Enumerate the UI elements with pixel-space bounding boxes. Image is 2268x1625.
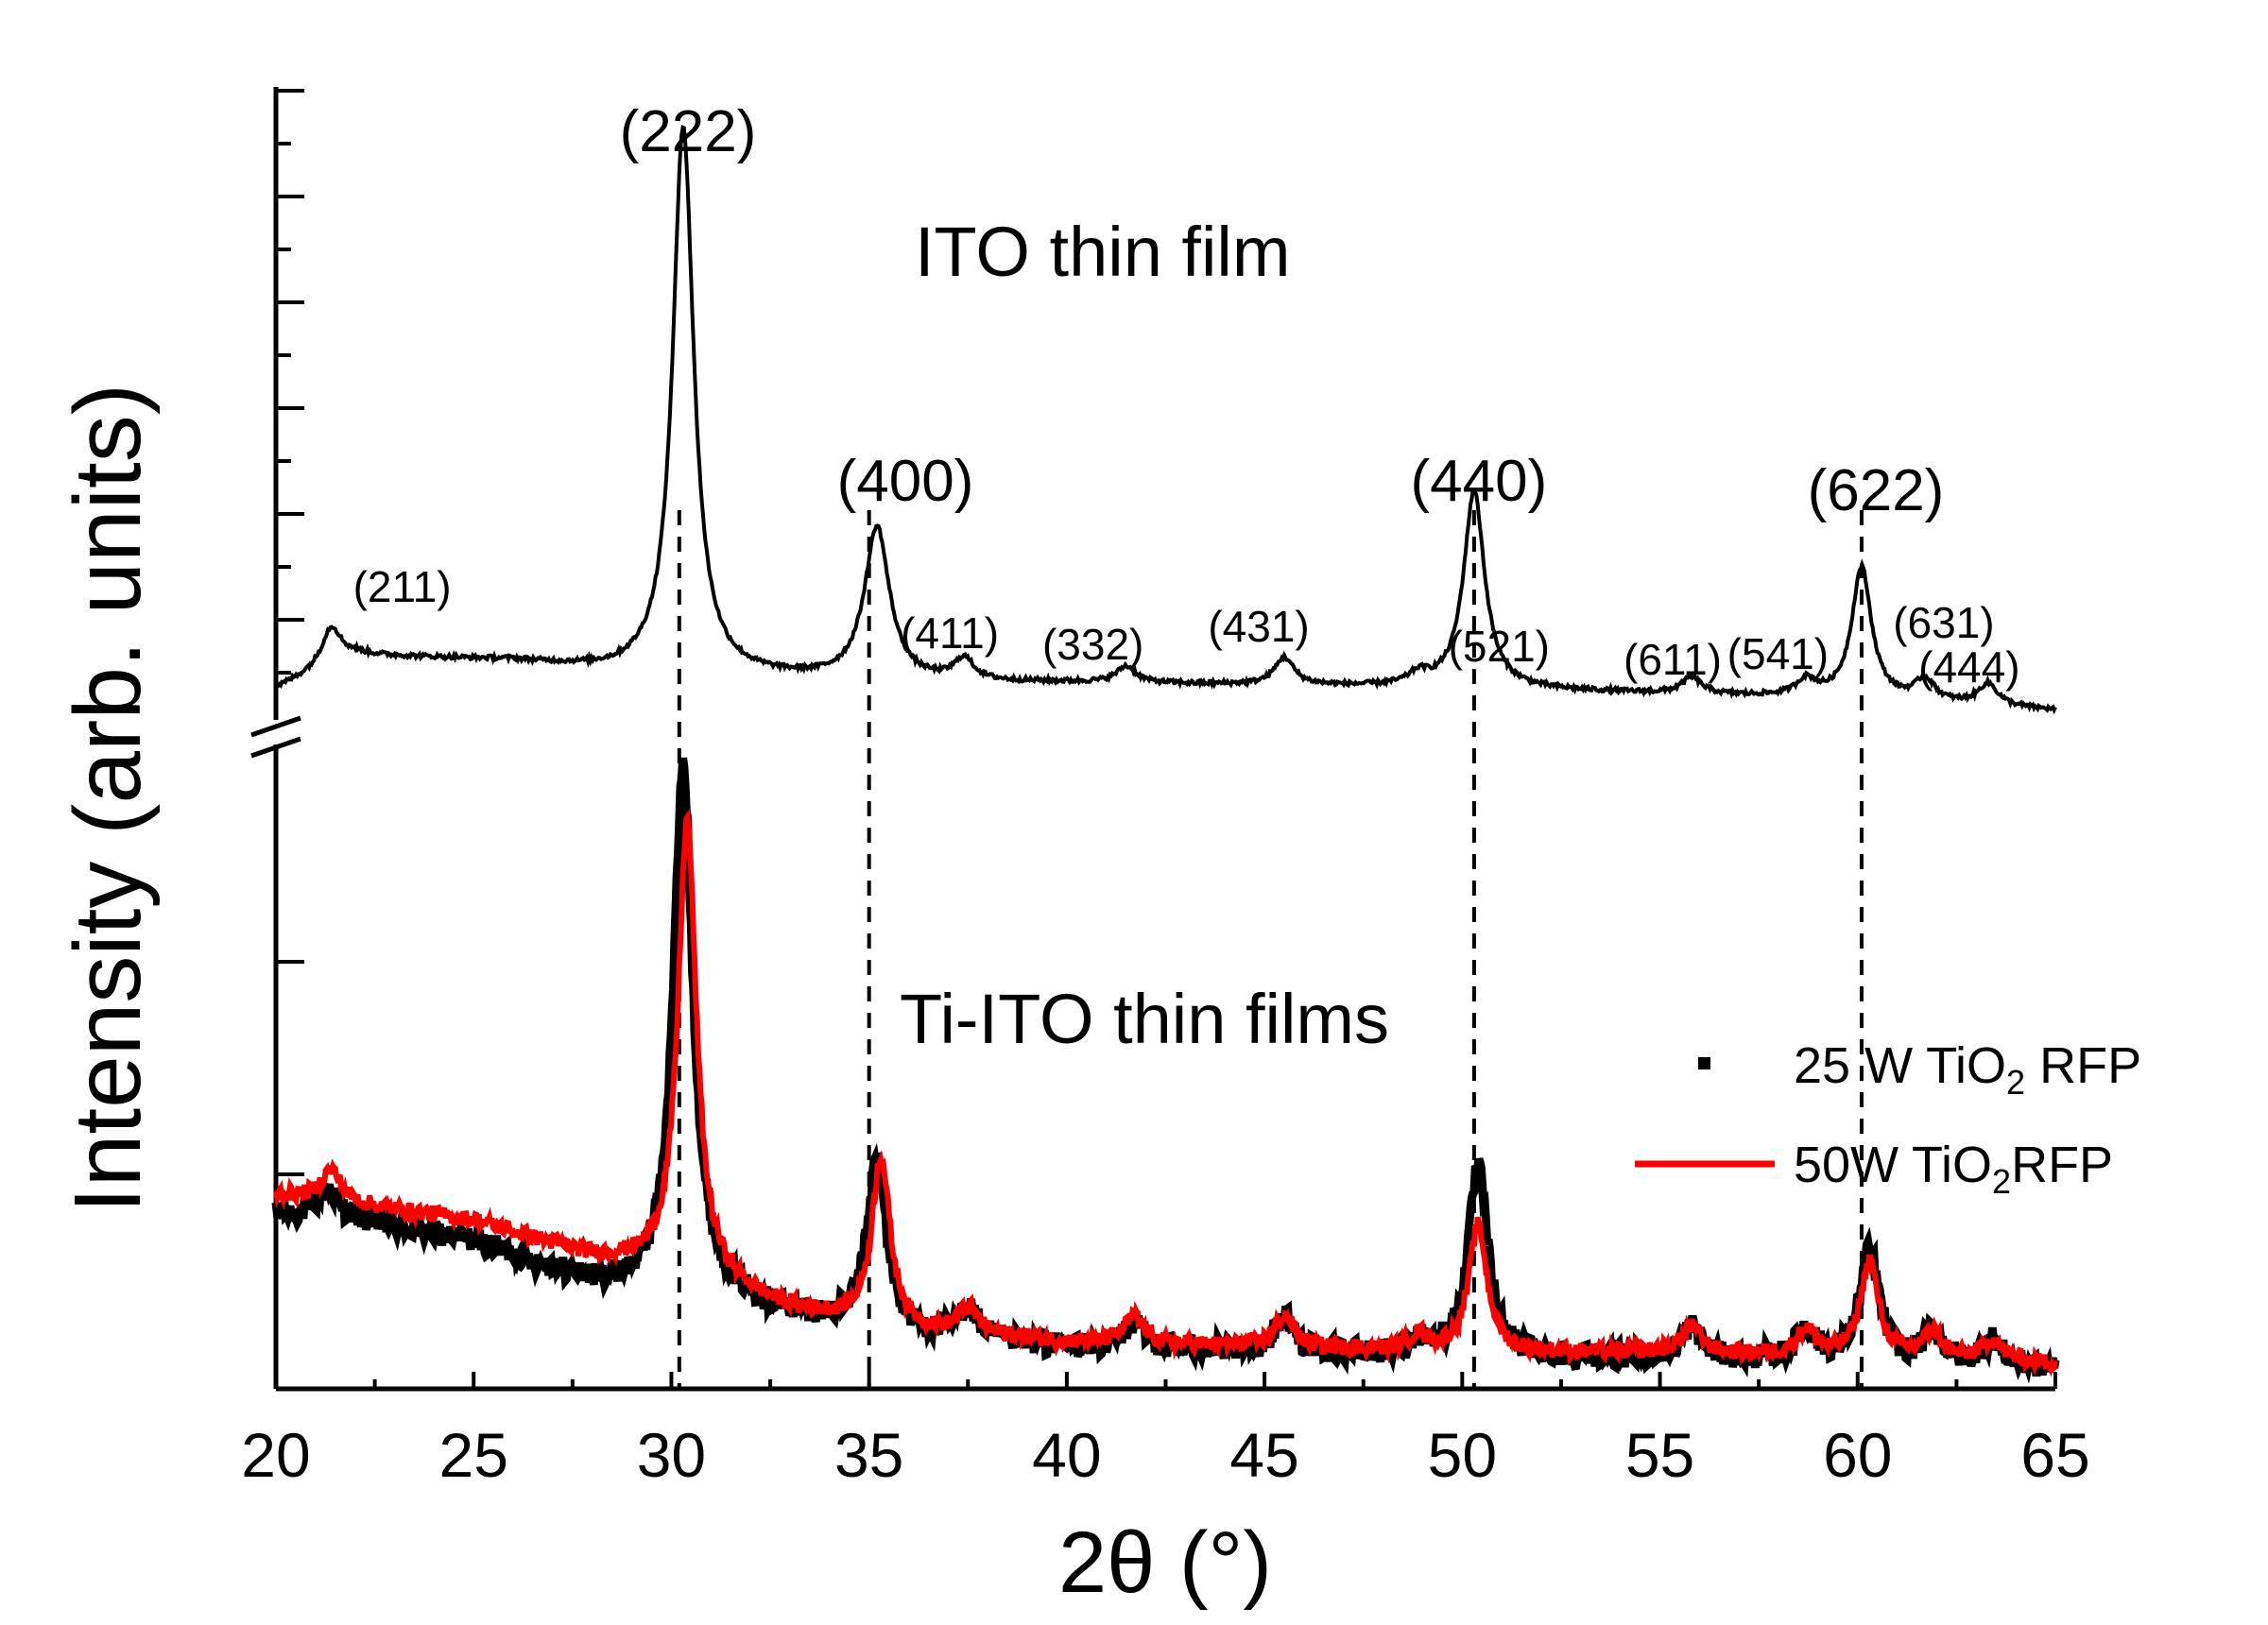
hkl-label: (400) — [837, 449, 974, 514]
x-tick-label: 60 — [1823, 1420, 1892, 1490]
x-tick-label: 65 — [2020, 1420, 2089, 1490]
legend-marker-25w — [1698, 1057, 1710, 1069]
series-layer — [271, 125, 2060, 1384]
hkl-label: (211) — [353, 562, 452, 611]
axis-break-mark-1 — [250, 715, 301, 738]
hkl-label: (411) — [901, 608, 999, 658]
x-ticks — [274, 1372, 2057, 1389]
x-tick-label: 45 — [1229, 1420, 1298, 1490]
hkl-label: (332) — [1042, 620, 1143, 669]
panel-label-ti-ito: Ti-ITO thin films — [900, 980, 1389, 1058]
series-25w-tio2-rfp — [271, 757, 2060, 1384]
series-ito-thin-film — [274, 125, 2057, 715]
hkl-label: (440) — [1411, 449, 1548, 514]
x-axis-title: 2θ (°) — [1058, 1514, 1272, 1611]
x-tick-label: 20 — [241, 1420, 310, 1490]
x-tick-label: 55 — [1625, 1420, 1694, 1490]
hkl-label: (431) — [1208, 602, 1309, 651]
legend-label-25w: 25 W TiO2 RFP — [1794, 1037, 2141, 1102]
legend: 25 W TiO2 RFP 50W TiO2RFP — [1635, 1037, 2141, 1201]
hkl-labels: (211) (222) (400) (411) (332) (431) (521) (440)… — [353, 99, 2020, 692]
x-tick-label: 25 — [439, 1420, 508, 1490]
series-50w-tio2-rfp — [273, 809, 2058, 1377]
reference-lines — [677, 510, 1864, 1389]
x-tick-label: 35 — [834, 1420, 903, 1490]
x-tick-labels: 20 25 30 35 40 45 50 55 60 65 — [241, 1420, 2089, 1490]
hkl-label: (631) — [1893, 598, 1994, 647]
hkl-label: (444) — [1918, 642, 2019, 692]
x-tick-label: 40 — [1032, 1420, 1101, 1490]
hkl-label: (541) — [1727, 629, 1829, 678]
hkl-label: (521) — [1449, 622, 1550, 671]
y-axis-title: Intensity (arb. units) — [55, 384, 161, 1213]
x-tick-label: 50 — [1428, 1420, 1497, 1490]
hkl-label: (611) — [1624, 635, 1722, 684]
hkl-label: (222) — [620, 99, 757, 164]
x-tick-label: 30 — [637, 1420, 706, 1490]
panel-label-ito: ITO thin film — [915, 213, 1291, 291]
hkl-label: (622) — [1808, 458, 1945, 523]
legend-label-50w: 50W TiO2RFP — [1794, 1137, 2113, 1201]
y-ticks — [276, 89, 304, 1176]
axis-break-mark-2 — [250, 736, 301, 759]
